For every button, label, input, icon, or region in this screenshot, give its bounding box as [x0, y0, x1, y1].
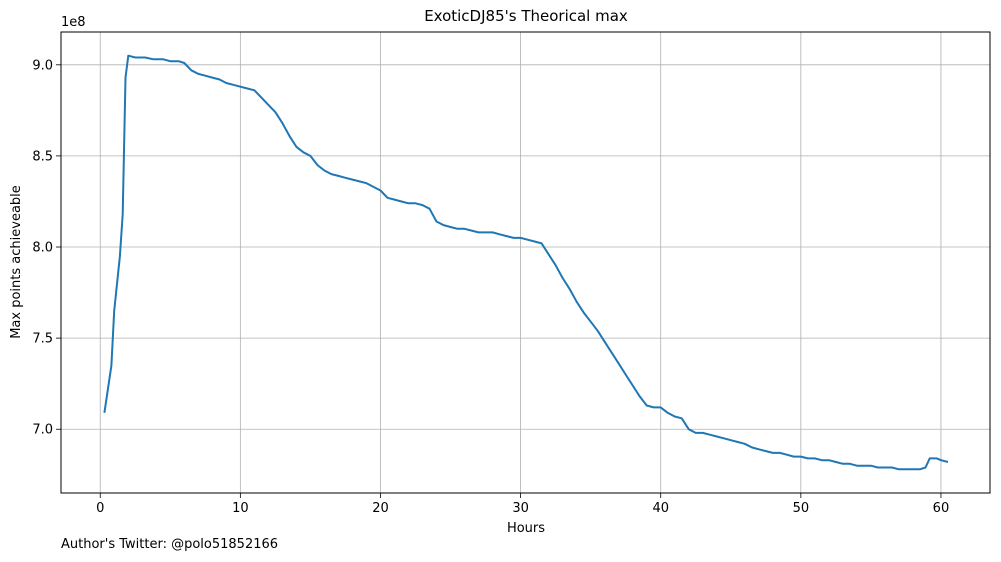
y-tick-label: 9.0	[32, 58, 53, 73]
x-tick-label: 30	[512, 501, 529, 516]
grid-lines	[61, 32, 990, 493]
author-note: Author's Twitter: @polo51852166	[61, 537, 279, 552]
series-line	[103, 54, 949, 471]
x-tick-label: 0	[96, 501, 104, 516]
plot-frame	[60, 31, 991, 494]
y-tick-label: 8.0	[32, 241, 53, 256]
x-axis-label: Hours	[507, 521, 545, 536]
x-axis: 0 10 20 30 40 50 60	[96, 493, 949, 516]
y-tick-label: 8.5	[32, 149, 53, 164]
y-tick-label: 7.0	[32, 423, 53, 438]
x-tick-label: 20	[372, 501, 389, 516]
x-tick-label: 40	[652, 501, 669, 516]
y-axis: 7.0 7.5 8.0 8.5 9.0	[32, 58, 61, 438]
x-tick-label: 60	[933, 501, 950, 516]
x-tick-label: 10	[232, 501, 249, 516]
y-tick-label: 7.5	[32, 332, 53, 347]
x-tick-label: 50	[793, 501, 810, 516]
y-offset-label: 1e8	[61, 15, 86, 30]
y-axis-label: Max points achieveable	[9, 185, 24, 339]
chart-title: ExoticDJ85's Theorical max	[424, 7, 628, 25]
